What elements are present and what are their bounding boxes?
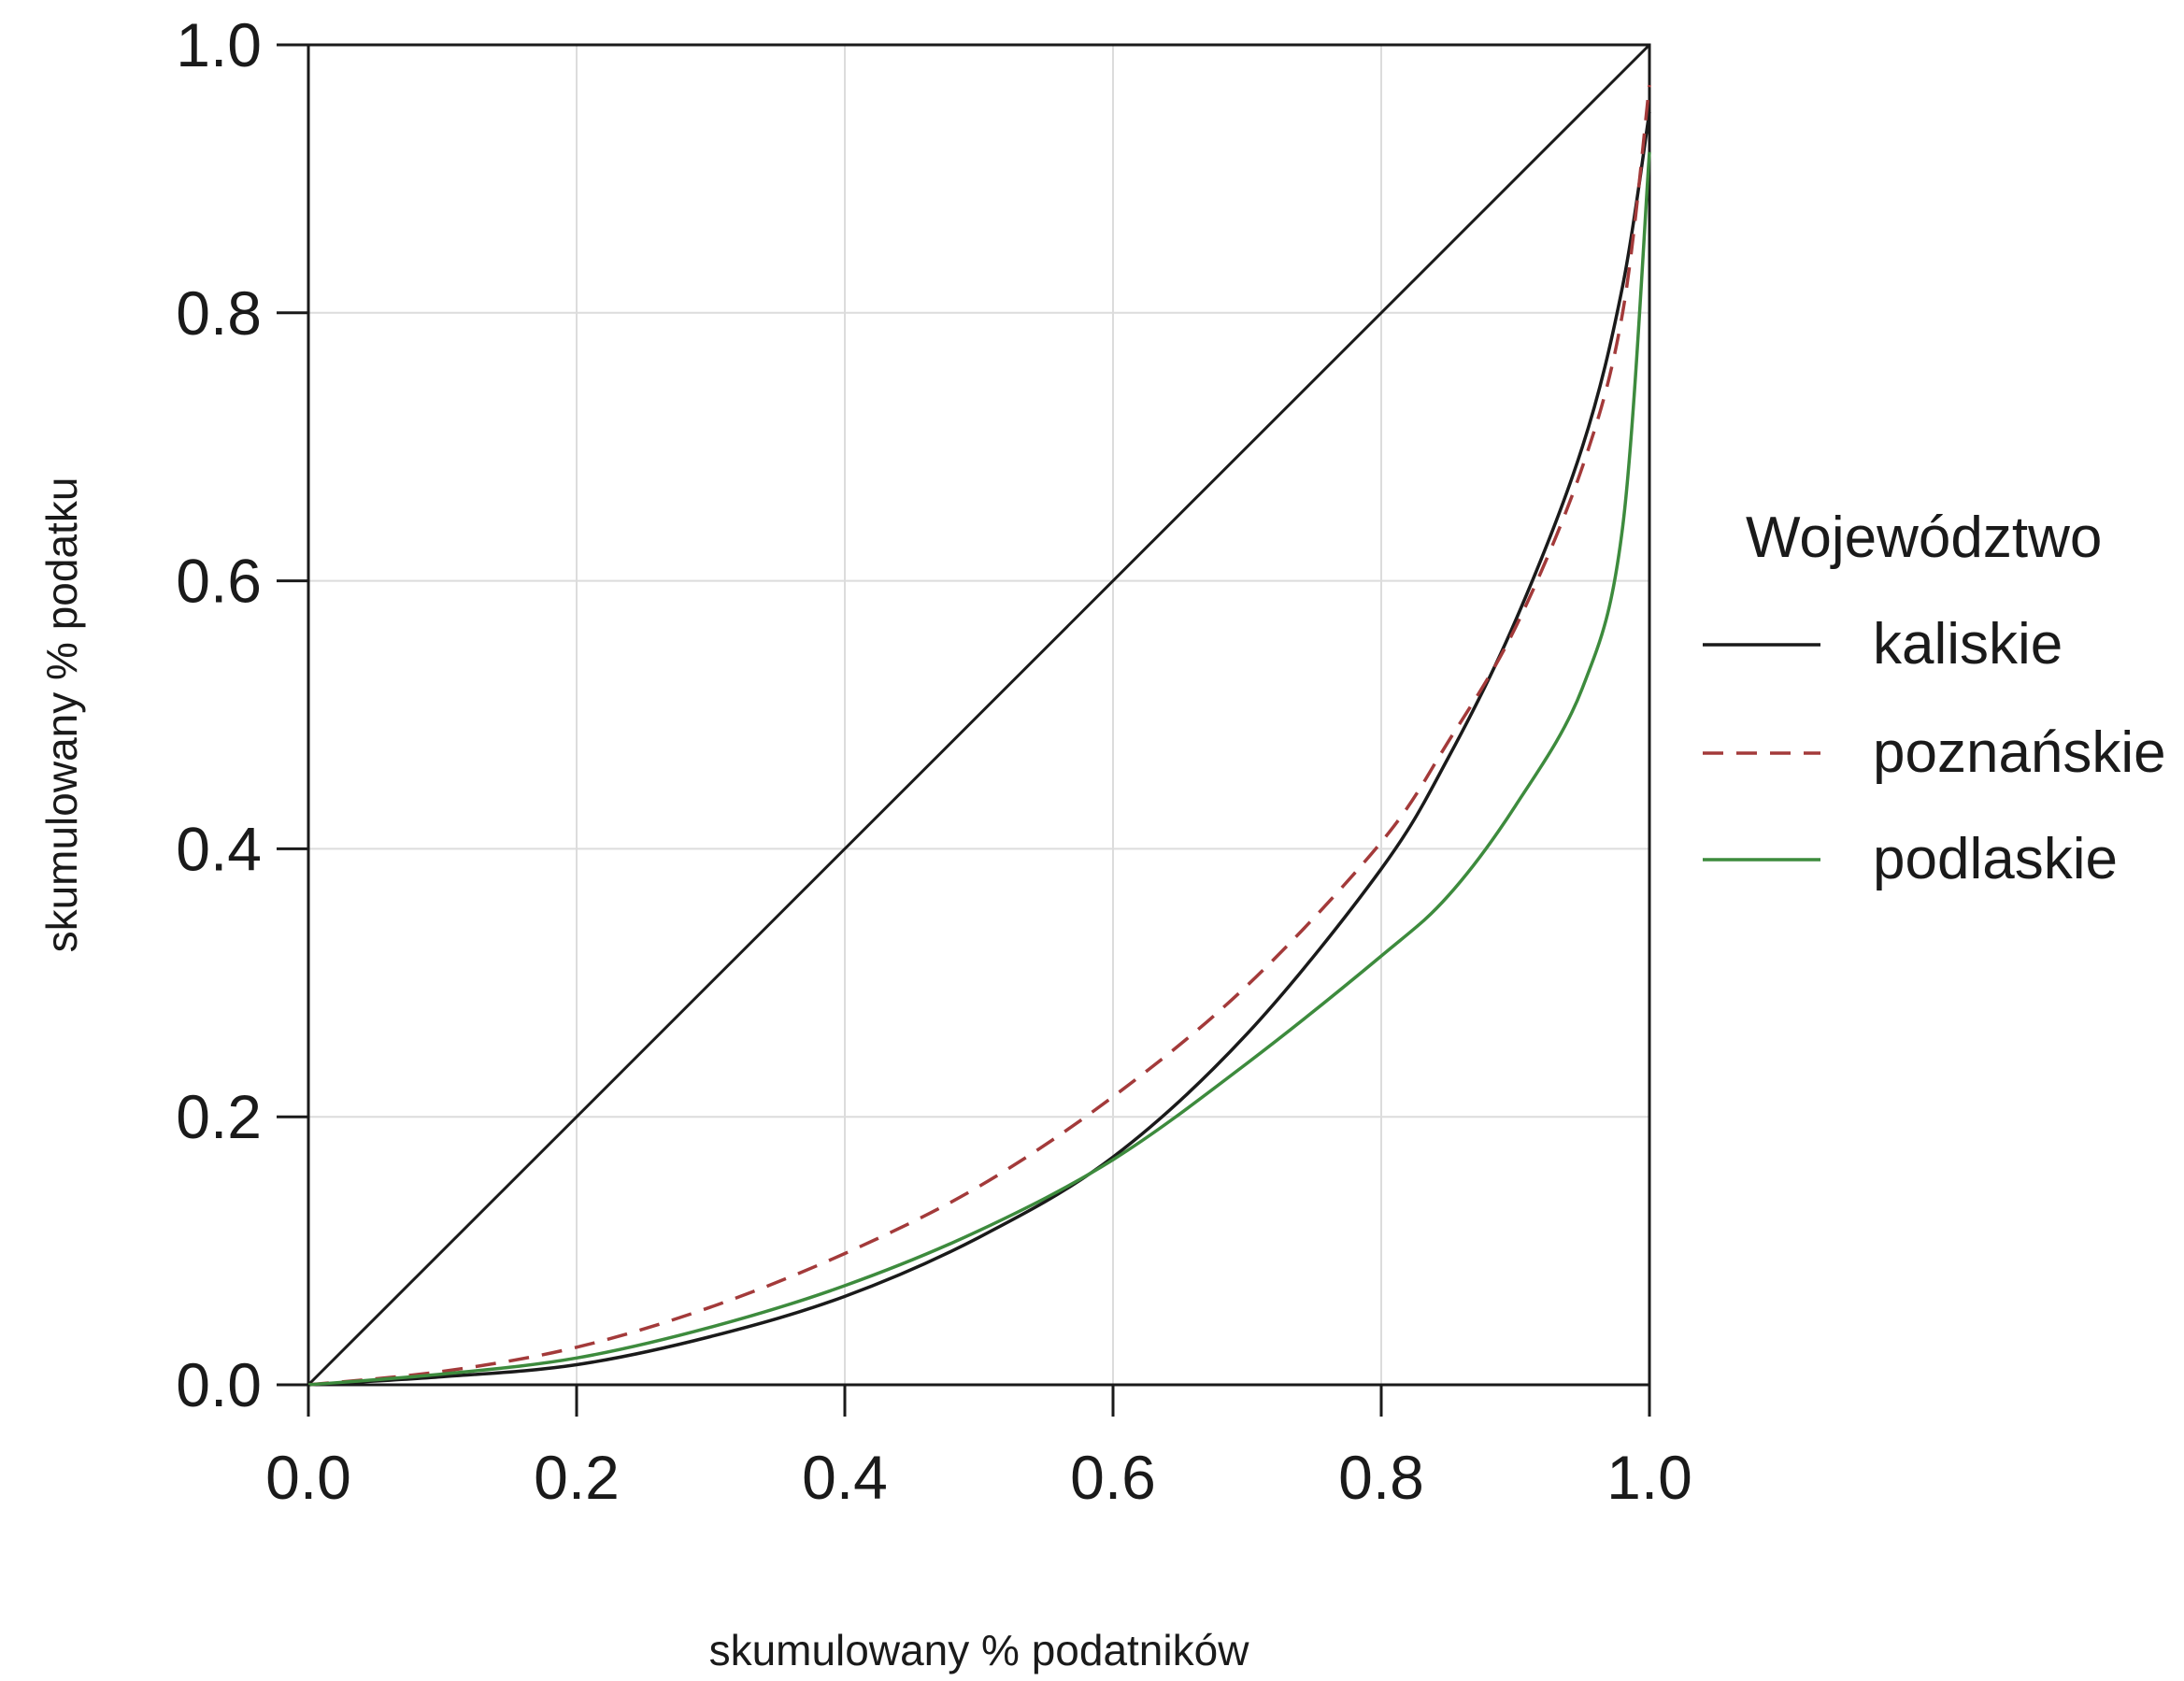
y-tick-label-2: 0.4 (176, 814, 262, 883)
y-tick-label-0: 0.0 (176, 1350, 262, 1419)
y-tick-label-5: 1.0 (176, 10, 262, 79)
x-tick-label-2: 0.4 (802, 1443, 888, 1512)
x-tick-label-0: 0.0 (265, 1443, 351, 1512)
series-line-2 (307, 151, 1651, 1387)
plot-border (307, 43, 1651, 1387)
legend-label-0: kaliskie (1873, 612, 2063, 677)
series-lines (307, 43, 1651, 1387)
legend-label-1: poznańskie (1873, 720, 2166, 785)
axis-ticks: 0.0 0.2 0.4 0.6 0.8 1.0 0.0 0.2 0.4 0.6 0.8 1.0 (176, 10, 1692, 1512)
y-axis-title: skumulowany % podatku (37, 477, 86, 953)
y-tick-label-1: 0.2 (176, 1082, 262, 1151)
series-line-1 (307, 84, 1651, 1387)
plot-frame (307, 43, 1651, 1387)
x-tick-label-1: 0.2 (534, 1443, 620, 1512)
legend: Województwo kaliskie poznańskie podlaskie (1703, 506, 2166, 891)
series-line-0 (307, 111, 1651, 1387)
y-tick-label-3: 0.6 (176, 547, 262, 616)
x-tick-label-4: 0.8 (1338, 1443, 1424, 1512)
y-tick-label-4: 0.8 (176, 278, 262, 348)
equality-line (307, 43, 1651, 1387)
legend-title: Województwo (1746, 506, 2102, 570)
x-tick-label-3: 0.6 (1070, 1443, 1156, 1512)
x-axis-title: skumulowany % podatników (709, 1626, 1250, 1674)
x-tick-label-5: 1.0 (1606, 1443, 1692, 1512)
legend-label-2: podlaskie (1873, 827, 2118, 891)
